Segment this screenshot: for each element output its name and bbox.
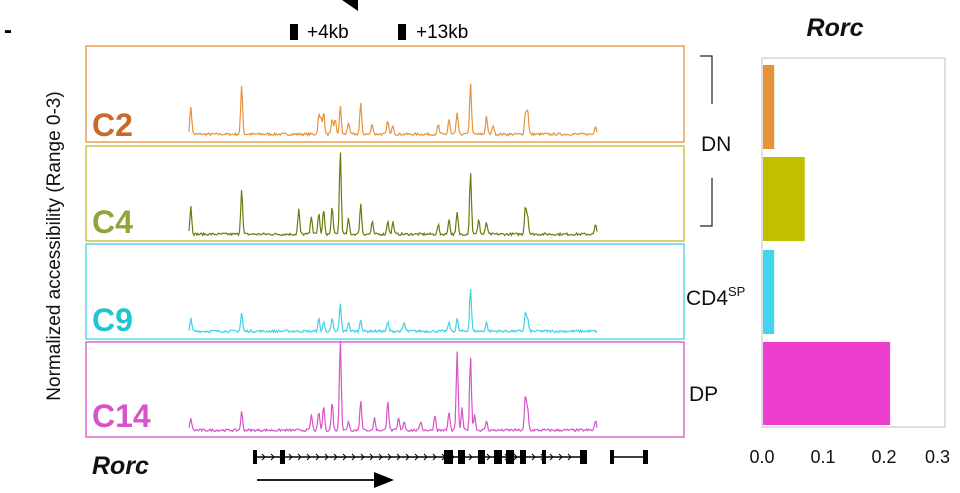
chart-x-ticks: 0.0 0.1 0.2 0.3 xyxy=(749,447,950,467)
chart-title: Rorc xyxy=(807,14,864,42)
gene-strand-chevron xyxy=(342,453,347,461)
track-frame-c14 xyxy=(85,341,685,438)
peak-marker-13kb-box xyxy=(398,24,406,40)
gene-strand-chevron xyxy=(315,453,320,461)
bracket-dn-top xyxy=(700,55,713,104)
gene-strand-chevron xyxy=(360,453,365,461)
gene-exon xyxy=(494,450,502,464)
gene-strand-chevron xyxy=(513,453,518,461)
cluster-label-c4: C4 xyxy=(92,204,133,240)
gene-strand-chevron xyxy=(540,453,545,461)
gene-strand-chevron xyxy=(486,453,491,461)
gene-strand-chevron xyxy=(522,453,527,461)
gene-strand-chevron xyxy=(279,453,284,461)
track-frame-c2 xyxy=(85,45,685,143)
chart-bars xyxy=(763,65,891,425)
gene-label: Rorc xyxy=(92,452,149,480)
gene-exon xyxy=(520,450,526,464)
gene-strand-chevron xyxy=(333,453,338,461)
peak-marker-13kb-label: +13kb xyxy=(416,22,468,43)
cluster-label-c2: C2 xyxy=(92,107,133,143)
group-label-dn: DN xyxy=(701,133,731,156)
track-frame-c9 xyxy=(85,243,685,340)
gene-strand-chevron xyxy=(432,453,437,461)
group-label-cd4: CD4 xyxy=(686,287,728,310)
x-tick-label: 0.2 xyxy=(871,447,896,467)
gene-strand-chevron xyxy=(468,453,473,461)
gene-strand-chevron xyxy=(369,453,374,461)
bar-c9 xyxy=(763,250,775,334)
gene-strand-chevron xyxy=(405,453,410,461)
gene-strand-chevron xyxy=(441,453,446,461)
bar-c14 xyxy=(763,342,891,425)
gene-exon xyxy=(444,450,453,464)
track-signal-c2 xyxy=(188,83,598,137)
panel-marker: - xyxy=(4,17,12,44)
gene-model xyxy=(253,450,648,464)
gene-strand-chevron xyxy=(567,453,572,461)
y-axis-label: Normalized accessibility (Range 0-3) xyxy=(44,91,65,400)
gene-strand-chevron xyxy=(378,453,383,461)
peak-marker-4kb-label: +4kb xyxy=(307,22,349,43)
chart-plot-area xyxy=(761,57,946,428)
peak-marker-4kb-box xyxy=(290,24,298,40)
gene-exon xyxy=(610,450,614,464)
cluster-label-c14: C14 xyxy=(92,398,151,434)
gene-exon xyxy=(458,450,465,464)
gene-exon xyxy=(506,450,514,464)
gene-exon xyxy=(253,450,257,464)
gene-strand-chevron xyxy=(351,453,356,461)
gene-strand-chevron xyxy=(495,453,500,461)
gene-exon xyxy=(580,450,587,464)
gene-strand-chevron xyxy=(558,453,563,461)
gene-strand-chevron xyxy=(261,453,266,461)
gene-strand-chevron xyxy=(423,453,428,461)
gene-strand-chevron xyxy=(396,453,401,461)
track-frame-c4 xyxy=(85,145,685,242)
track-signal-c9 xyxy=(188,289,598,335)
x-tick-label: 0.3 xyxy=(925,447,950,467)
x-tick-label: 0.1 xyxy=(810,447,835,467)
gene-exon xyxy=(643,450,648,464)
gene-strand-chevron xyxy=(477,453,482,461)
group-label-superscript: SP xyxy=(728,284,745,299)
gene-strand-chevron xyxy=(459,453,464,461)
gene-strand-chevron xyxy=(414,453,419,461)
transcription-arrow-head xyxy=(374,472,394,488)
group-label-dp: DP xyxy=(689,383,718,406)
gene-strand-chevron xyxy=(297,453,302,461)
x-tick-label: 0.0 xyxy=(749,447,774,467)
gene-strand-chevron xyxy=(549,453,554,461)
group-label-cd4sp: CD4SP xyxy=(686,284,745,310)
gene-strand-chevron xyxy=(270,453,275,461)
bar-c2 xyxy=(763,65,775,149)
gene-strand-chevron xyxy=(504,453,509,461)
gene-strand-chevron xyxy=(450,453,455,461)
cluster-label-c9: C9 xyxy=(92,302,133,338)
gene-strand-chevron xyxy=(288,453,293,461)
direction-arrow-fragment xyxy=(342,0,358,11)
gene-strand-chevron xyxy=(306,453,311,461)
gene-strand-chevron xyxy=(324,453,329,461)
track-signal-c4 xyxy=(188,152,598,237)
bar-c4 xyxy=(763,157,805,241)
gene-strand-chevron xyxy=(531,453,536,461)
gene-strand-chevron xyxy=(387,453,392,461)
bracket-dn-bottom xyxy=(700,178,713,227)
track-signal-c14 xyxy=(188,340,598,433)
